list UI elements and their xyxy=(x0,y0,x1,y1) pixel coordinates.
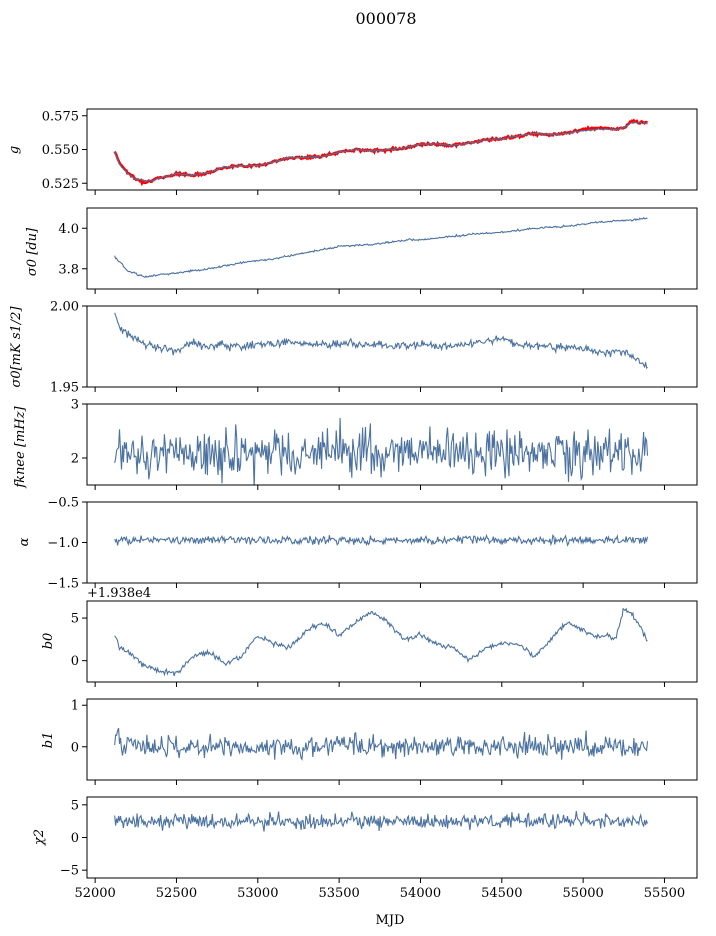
series-line-1 xyxy=(114,533,649,547)
series-line-1 xyxy=(114,607,648,677)
series-line-1 xyxy=(114,727,649,761)
panel-5: −1.5 −1.0 −0.5 α xyxy=(17,496,698,592)
panel-3: 1.95 2.00 σ0[mK s1/2] xyxy=(9,300,698,396)
panel-7: 0 1 b1 xyxy=(41,698,698,785)
panel-frame xyxy=(86,305,698,388)
y-tick-label: 0.525 xyxy=(42,177,79,192)
y-tick-label: 2.00 xyxy=(50,300,79,315)
y-axis-label: χ2 xyxy=(32,829,47,846)
x-tick-label: 52500 xyxy=(156,886,197,901)
y-tick-label: 5 xyxy=(71,798,79,813)
y-tick-label: −0.5 xyxy=(47,496,79,511)
panel-4: 2 3 fknee [mHz] xyxy=(13,398,698,490)
y-axis-label: fknee [mHz] xyxy=(13,405,28,488)
y-axis-label: σ0[mK s1/2] xyxy=(9,306,24,388)
panel-1: 0.525 0.550 0.575 g xyxy=(7,108,698,195)
y-axis-label: b0 xyxy=(41,633,56,650)
y-tick-label: 3.8 xyxy=(58,262,79,277)
y-tick-label: 1 xyxy=(71,699,79,714)
panel-6: 0 5 b0 +1.938e4 xyxy=(41,586,698,687)
panel-8: −5 0 5 52000 52500 53000 53500 54000 54500 55000 5… xyxy=(32,796,698,901)
x-tick-label: 53000 xyxy=(237,886,278,901)
panel-frame xyxy=(86,403,698,486)
y-tick-label: 3 xyxy=(71,398,79,413)
x-axis-label: MJD xyxy=(376,913,405,928)
series-line-1 xyxy=(114,417,649,485)
panel-frame xyxy=(86,796,698,879)
y-tick-label: 5 xyxy=(71,612,79,627)
y-tick-label: 4.0 xyxy=(58,222,79,237)
y-tick-label: 0 xyxy=(71,740,79,755)
series-line-1 xyxy=(113,118,648,187)
y-tick-label: −5 xyxy=(60,864,79,879)
y-axis-label: g xyxy=(7,146,22,154)
x-tick-label: 54500 xyxy=(481,886,522,901)
y-tick-label: −1.5 xyxy=(47,577,79,592)
panel-frame xyxy=(86,600,698,683)
series-line-1 xyxy=(114,811,649,832)
panel-frame xyxy=(86,698,698,781)
panels: 0.525 0.550 0.575 g 3.8 4.0 σ0 [du] 1.95 2.00 σ0[… xyxy=(7,108,698,901)
y-tick-label: 0.550 xyxy=(42,143,79,158)
y-tick-label: −1.0 xyxy=(47,536,79,551)
y-tick-label: 0.575 xyxy=(42,109,79,124)
x-tick-label: 52000 xyxy=(74,886,115,901)
y-tick-label: 0 xyxy=(71,831,79,846)
x-tick-label: 53500 xyxy=(318,886,359,901)
x-tick-label: 55000 xyxy=(562,886,603,901)
panel-2: 3.8 4.0 σ0 [du] xyxy=(25,207,698,294)
series-line-2 xyxy=(114,121,648,182)
x-tick-label: 55500 xyxy=(644,886,685,901)
series-line-1 xyxy=(114,216,648,279)
series-line-1 xyxy=(114,312,648,370)
x-tick-label: 54000 xyxy=(400,886,441,901)
y-axis-label: b1 xyxy=(41,732,56,749)
y-axis-label: α xyxy=(17,537,32,546)
figure-title: 000078 xyxy=(355,9,416,28)
panel-frame xyxy=(86,207,698,290)
axis-offset-label: +1.938e4 xyxy=(87,586,151,601)
y-tick-label: 2 xyxy=(71,452,79,467)
y-tick-label: 1.95 xyxy=(50,381,79,396)
y-tick-label: 0 xyxy=(71,654,79,669)
y-axis-label: σ0 [du] xyxy=(25,227,40,276)
